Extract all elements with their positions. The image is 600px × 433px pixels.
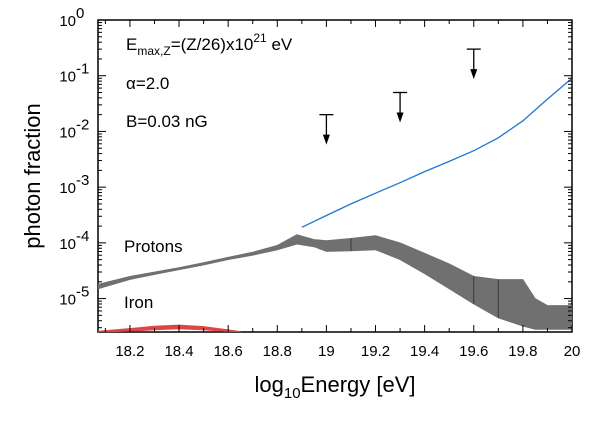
y-tick-exponent-1: -1	[76, 61, 89, 78]
y-tick-label-3: 10	[59, 180, 76, 197]
y-tick-exponent-5: -5	[76, 284, 89, 301]
x-tick-label-4: 19	[318, 343, 335, 360]
y-tick-label-1: 10	[59, 69, 76, 86]
annotation-emax: Emax,Z=(Z/26)x1021 eV	[126, 31, 293, 58]
x-tick-label-6: 19.4	[410, 343, 439, 360]
annotation-emax-sup: 21	[253, 31, 267, 45]
series-2-band	[98, 324, 241, 332]
iron-label: Iron	[124, 293, 153, 312]
x-axis-label-rest: Energy [eV]	[301, 372, 416, 397]
upper-limit-1	[393, 91, 408, 123]
x-tick-label-2: 18.6	[214, 343, 243, 360]
annotation-alpha: α=2.0	[126, 74, 169, 93]
x-axis-label-main: log	[255, 372, 284, 397]
annotation-emax-a: E	[126, 35, 137, 54]
x-axis-label-sub: 10	[284, 385, 301, 402]
upper-limit-arrowhead	[396, 112, 404, 123]
upper-limits-layer	[319, 48, 481, 145]
y-tick-exponent-0: 0	[76, 5, 84, 22]
annotation-emax-sub: max,Z	[137, 44, 170, 58]
x-tick-label-8: 19.8	[508, 343, 537, 360]
annotation-bfield: B=0.03 nG	[126, 112, 208, 131]
upper-limit-arrowhead	[322, 134, 330, 145]
series-0-line	[301, 77, 572, 228]
x-tick-label-0: 18.2	[115, 343, 144, 360]
y-tick-label-4: 10	[59, 236, 76, 253]
plot-frame	[97, 19, 573, 333]
y-tick-label-0: 10	[59, 13, 76, 30]
series-1-band	[98, 234, 572, 330]
y-tick-exponent-3: -3	[76, 172, 89, 189]
y-tick-exponent-4: -4	[76, 228, 89, 245]
series-layer	[98, 77, 572, 332]
upper-limit-arrowhead	[470, 69, 478, 80]
protons-label: Protons	[124, 237, 183, 256]
y-tick-label-2: 10	[59, 124, 76, 141]
y-tick-exponent-2: -2	[76, 116, 89, 133]
upper-limit-2	[466, 48, 481, 80]
x-tick-label-1: 18.4	[164, 343, 193, 360]
annotation-emax-b: =(Z/26)x10	[171, 35, 254, 54]
x-tick-label-3: 18.8	[263, 343, 292, 360]
x-tick-label-9: 20	[564, 343, 581, 360]
x-tick-label-5: 19.2	[361, 343, 390, 360]
x-tick-label-7: 19.6	[459, 343, 488, 360]
annotation-emax-c: eV	[267, 35, 293, 54]
upper-limit-0	[319, 114, 334, 145]
x-axis-label: log10Energy [eV]	[255, 372, 416, 402]
y-axis-label: photon fraction	[20, 103, 45, 249]
y-tick-label-5: 10	[59, 292, 76, 309]
